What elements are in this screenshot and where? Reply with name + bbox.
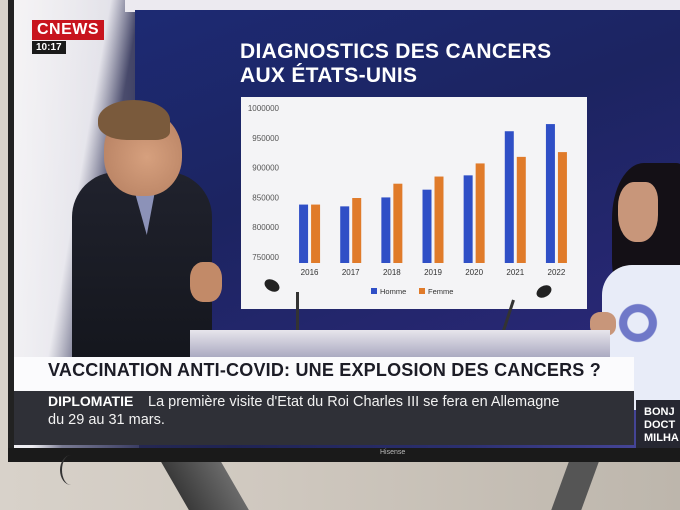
x-tick-label-2021: 2021 (506, 268, 524, 277)
x-tick-label-2017: 2017 (342, 268, 360, 277)
studio-desk (190, 330, 610, 358)
y-tick-label-0: 750000 (252, 253, 279, 262)
ticker-text-line-1: La première visite d'Etat du Roi Charles… (148, 394, 560, 410)
tv-brand-label: Hisense (380, 449, 406, 456)
chart-panel: 750000 800000 850000 900000 950000 1000000 201… (241, 97, 587, 309)
bar-femme-2022 (557, 152, 567, 263)
microphone-left-stand (296, 292, 299, 354)
bar-homme-2021 (504, 131, 514, 263)
presenter-hand (190, 262, 222, 302)
ticker-bar (14, 391, 634, 445)
x-tick-label-2022: 2022 (548, 268, 566, 277)
chart-title-line-1: DIAGNOSTICS DES CANCERS (240, 40, 552, 63)
studio-wall-top (125, 0, 680, 12)
x-tick-label-2020: 2020 (465, 268, 483, 277)
bar-femme-2021 (516, 156, 526, 263)
ticker-text-line-2: du 29 au 31 mars. (48, 412, 165, 428)
legend-label-homme: Homme (380, 287, 406, 296)
bar-femme-2018 (393, 183, 403, 263)
bar-chart: 750000 800000 850000 900000 950000 1000000 201… (248, 104, 567, 296)
headline-bar (14, 357, 634, 391)
bar-femme-2020 (475, 163, 485, 263)
headline-text: VACCINATION ANTI-COVID: UNE EXPLOSION DE… (48, 360, 601, 380)
bar-femme-2016 (311, 204, 321, 263)
y-tick-label-3: 900000 (252, 164, 279, 173)
side-promo-line-1: BONJ (644, 406, 675, 418)
tv-bezel-bottom (8, 448, 680, 462)
ticker-tag: DIPLOMATIE (48, 393, 134, 409)
bar-homme-2016 (299, 204, 309, 263)
presenter-hair (98, 100, 170, 140)
bar-homme-2018 (381, 197, 391, 263)
tv-cable (60, 455, 82, 485)
bar-homme-2019 (422, 189, 432, 263)
bar-homme-2022 (545, 124, 555, 263)
y-tick-label-2: 850000 (252, 193, 279, 202)
y-tick-label-4: 950000 (252, 134, 279, 143)
bar-femme-2019 (434, 176, 444, 263)
y-tick-label-5: 1000000 (248, 104, 280, 113)
legend-label-femme: Femme (428, 287, 453, 296)
side-promo-line-2: DOCT (644, 419, 676, 431)
bar-homme-2017 (340, 206, 350, 263)
bar-femme-2017 (352, 198, 362, 263)
chart-title-line-2: AUX ÉTATS-UNIS (240, 64, 418, 87)
y-tick-label-1: 800000 (252, 223, 279, 232)
x-tick-label-2018: 2018 (383, 268, 401, 277)
chart-title: DIAGNOSTICS DES CANCERS AUX ÉTATS-UNIS (240, 40, 600, 88)
legend-swatch-homme (371, 288, 377, 294)
channel-logo: CNEWS (32, 20, 105, 40)
legend-swatch-femme (419, 288, 425, 294)
x-tick-label-2019: 2019 (424, 268, 442, 277)
side-promo-panel: BONJ DOCT MILHA (636, 400, 680, 448)
bar-homme-2020 (463, 175, 473, 263)
host-face (618, 182, 658, 242)
clock: 10:17 (32, 41, 66, 54)
side-promo-line-3: MILHA (644, 432, 679, 444)
x-tick-label-2016: 2016 (301, 268, 319, 277)
